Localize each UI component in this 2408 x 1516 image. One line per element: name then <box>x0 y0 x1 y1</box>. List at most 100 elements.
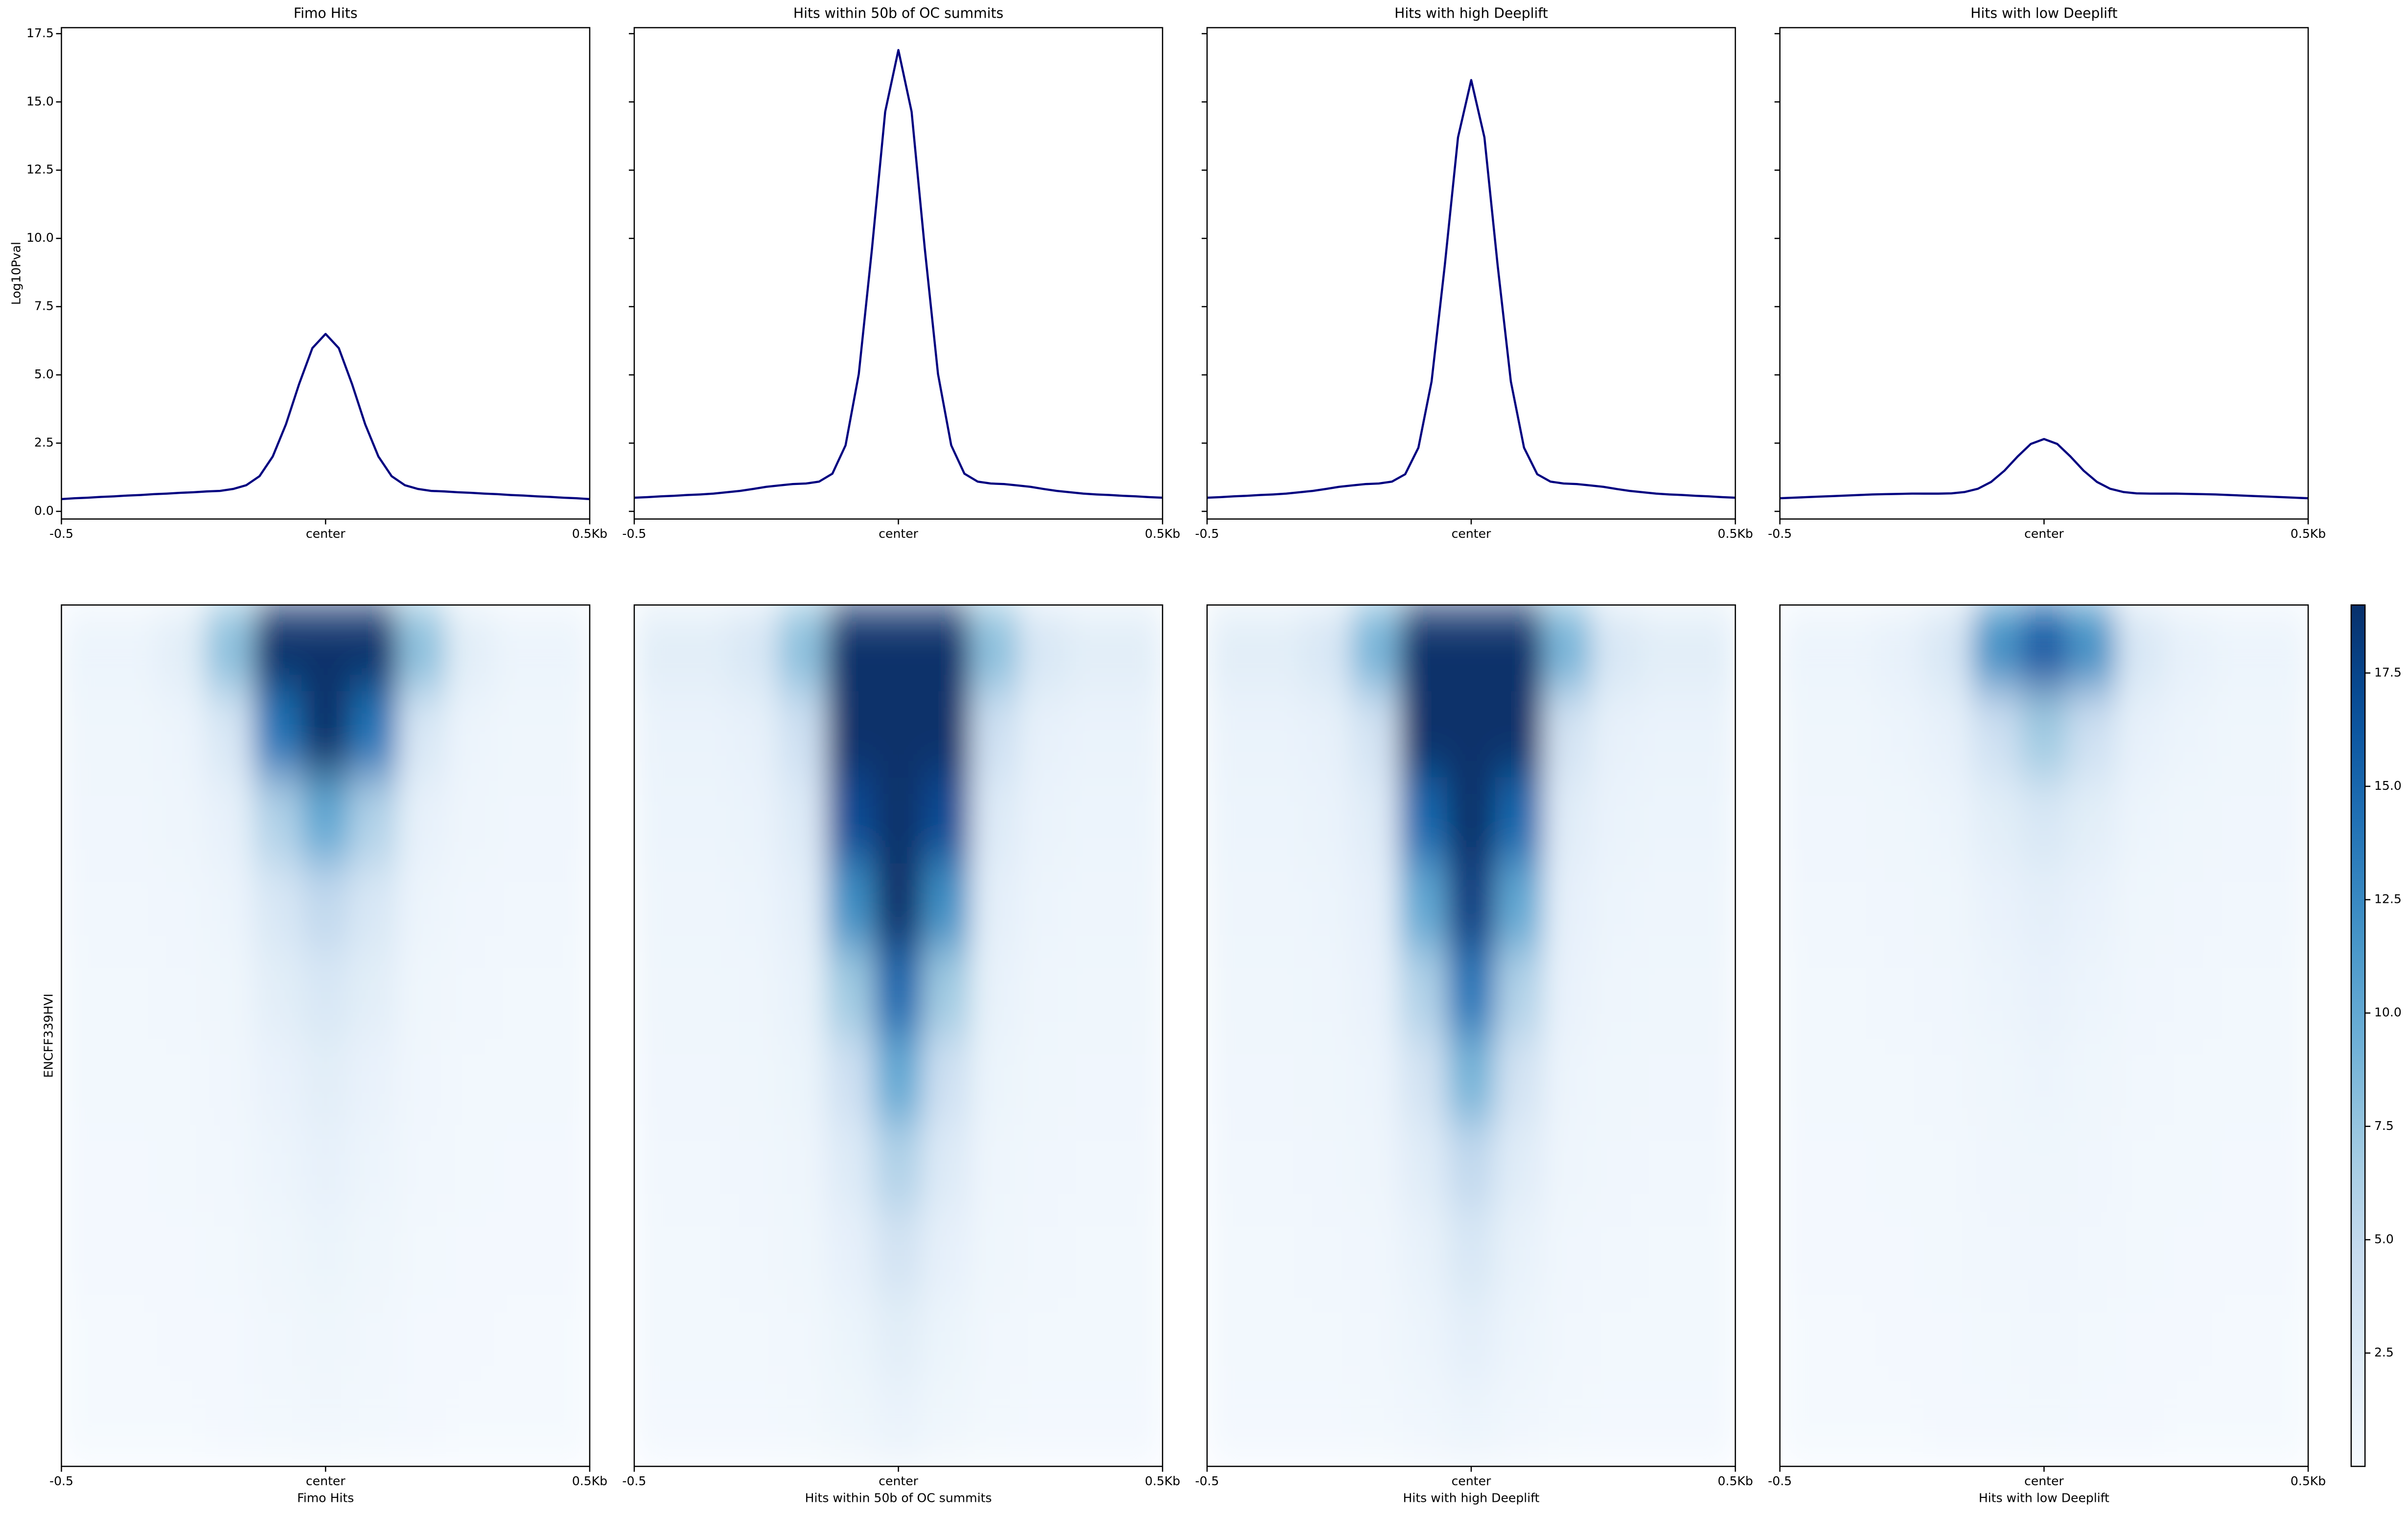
heatmap-cell <box>1591 1294 1640 1381</box>
heatmap-cell <box>1066 691 1115 778</box>
heatmap-cell <box>1972 1380 2021 1468</box>
heatmap-cell <box>1972 777 2021 864</box>
heatmap-cell <box>730 691 779 778</box>
heatmap-cell <box>922 691 972 778</box>
heatmap-cell <box>874 863 924 951</box>
heatmap-cell <box>1399 863 1448 951</box>
heatmap-cell <box>682 1122 731 1209</box>
heatmap-cell <box>1114 1380 1163 1468</box>
heatmap-cell <box>1303 777 1352 864</box>
heatmap-cell <box>826 777 876 864</box>
colorbar-tick-label: 5.0 <box>2374 1232 2394 1246</box>
heatmap-cell <box>1591 777 1640 864</box>
profile-line <box>1207 79 1736 499</box>
heatmap-cell <box>1875 1122 1925 1209</box>
heatmap-cell <box>1207 1294 1256 1381</box>
heatmap-cell <box>2164 863 2213 951</box>
heatmap-cell <box>397 1294 447 1381</box>
heatmap-cell <box>1828 949 1877 1037</box>
x-tick-label: 0.5Kb <box>2291 1474 2326 1488</box>
heatmap-cell <box>1447 605 1496 692</box>
heatmap-cell <box>2260 691 2309 778</box>
heatmap-cell <box>1447 1208 1496 1295</box>
heatmap-cell <box>61 1208 111 1295</box>
heatmap-cell <box>493 1208 543 1295</box>
heatmap-cell <box>1447 1122 1496 1209</box>
heatmap-cell <box>1924 949 1973 1037</box>
heatmap-cell <box>922 863 972 951</box>
heatmap-cells <box>1207 605 1737 1468</box>
heatmap-cell <box>157 1122 207 1209</box>
heatmap-cell <box>1114 1122 1163 1209</box>
heatmap-cell <box>445 1294 495 1381</box>
heatmap-cell <box>1495 777 1544 864</box>
heatmap-cell <box>1495 949 1544 1037</box>
heatmap-cell <box>1828 1122 1877 1209</box>
x-tick-label: center <box>306 527 346 541</box>
heatmap-cell <box>1687 863 1737 951</box>
heatmap-cell <box>1639 1035 1689 1123</box>
heatmap-cell <box>1687 777 1737 864</box>
heatmap-cell <box>1543 1208 1592 1295</box>
heatmap-cell <box>1591 1208 1640 1295</box>
x-tick-label: -0.5 <box>622 527 646 541</box>
heatmap-cell <box>61 605 111 692</box>
x-axis-label: Hits with low Deeplift <box>1979 1491 2109 1505</box>
heatmap-cell <box>1828 863 1877 951</box>
heatmap-cell <box>1543 777 1592 864</box>
heatmap-cell <box>1255 863 1304 951</box>
heatmap-cell <box>1303 1208 1352 1295</box>
heatmap-cell <box>61 1380 111 1468</box>
profile-line <box>1780 437 2309 500</box>
heatmap-cell <box>2260 605 2309 692</box>
heatmap-cell <box>1018 691 1067 778</box>
heatmap-cell <box>970 949 1019 1037</box>
heatmap-cell <box>445 691 495 778</box>
heatmap-cell <box>2212 1122 2261 1209</box>
heatmap-cell <box>109 863 159 951</box>
heatmap-cell <box>1972 1122 2021 1209</box>
heatmap-cell <box>2164 949 2213 1037</box>
heatmap-cell <box>541 777 591 864</box>
heatmap-cell <box>730 949 779 1037</box>
heatmap-cell <box>1924 1035 1973 1123</box>
heatmap-cell <box>254 1035 302 1123</box>
heatmap-cell <box>1351 1208 1400 1295</box>
y-tick-label: 15.0 <box>26 94 54 108</box>
panel-title: Fimo Hits <box>294 5 358 21</box>
heatmap-cell <box>445 1380 495 1468</box>
heatmap-cell <box>2068 863 2117 951</box>
y-axis-label: ENCFF339HVI <box>41 993 55 1078</box>
heatmap-cell <box>1303 1035 1352 1123</box>
heatmap-cell <box>254 949 302 1037</box>
heatmap-cell <box>254 863 302 951</box>
heatmap-cell <box>2212 1294 2261 1381</box>
y-tick-label: 2.5 <box>34 436 54 450</box>
heatmap-cells <box>1780 605 2309 1468</box>
heatmap-cell <box>1591 863 1640 951</box>
heatmap-cell <box>1255 949 1304 1037</box>
heatmap-cell <box>1207 863 1256 951</box>
heatmap-cell <box>2164 1380 2213 1468</box>
heatmap-cell <box>1351 691 1400 778</box>
heatmap-cell <box>1207 605 1256 692</box>
heatmap-cell <box>1066 605 1115 692</box>
heatmap-cell <box>1303 949 1352 1037</box>
heatmap-cell <box>397 605 447 692</box>
heatmap-cell <box>1447 863 1496 951</box>
heatmap-cell <box>1972 605 2021 692</box>
heatmap-cell <box>2068 777 2117 864</box>
heatmap-cell <box>874 1208 924 1295</box>
heatmap-cell <box>1780 1208 1829 1295</box>
heatmap-cell <box>2116 1380 2165 1468</box>
colorbar-tick-label: 7.5 <box>2374 1119 2394 1133</box>
heatmap-cell <box>1066 1208 1115 1295</box>
heatmap-cell <box>2212 1380 2261 1468</box>
heatmap-cell <box>205 1208 255 1295</box>
heatmap-cell <box>2020 1294 2069 1381</box>
heatmap-cell <box>541 691 591 778</box>
heatmap-cell <box>1972 1035 2021 1123</box>
heatmap-cell <box>2020 777 2069 864</box>
y-tick-label: 5.0 <box>34 367 54 381</box>
heatmap-cell <box>301 949 350 1037</box>
